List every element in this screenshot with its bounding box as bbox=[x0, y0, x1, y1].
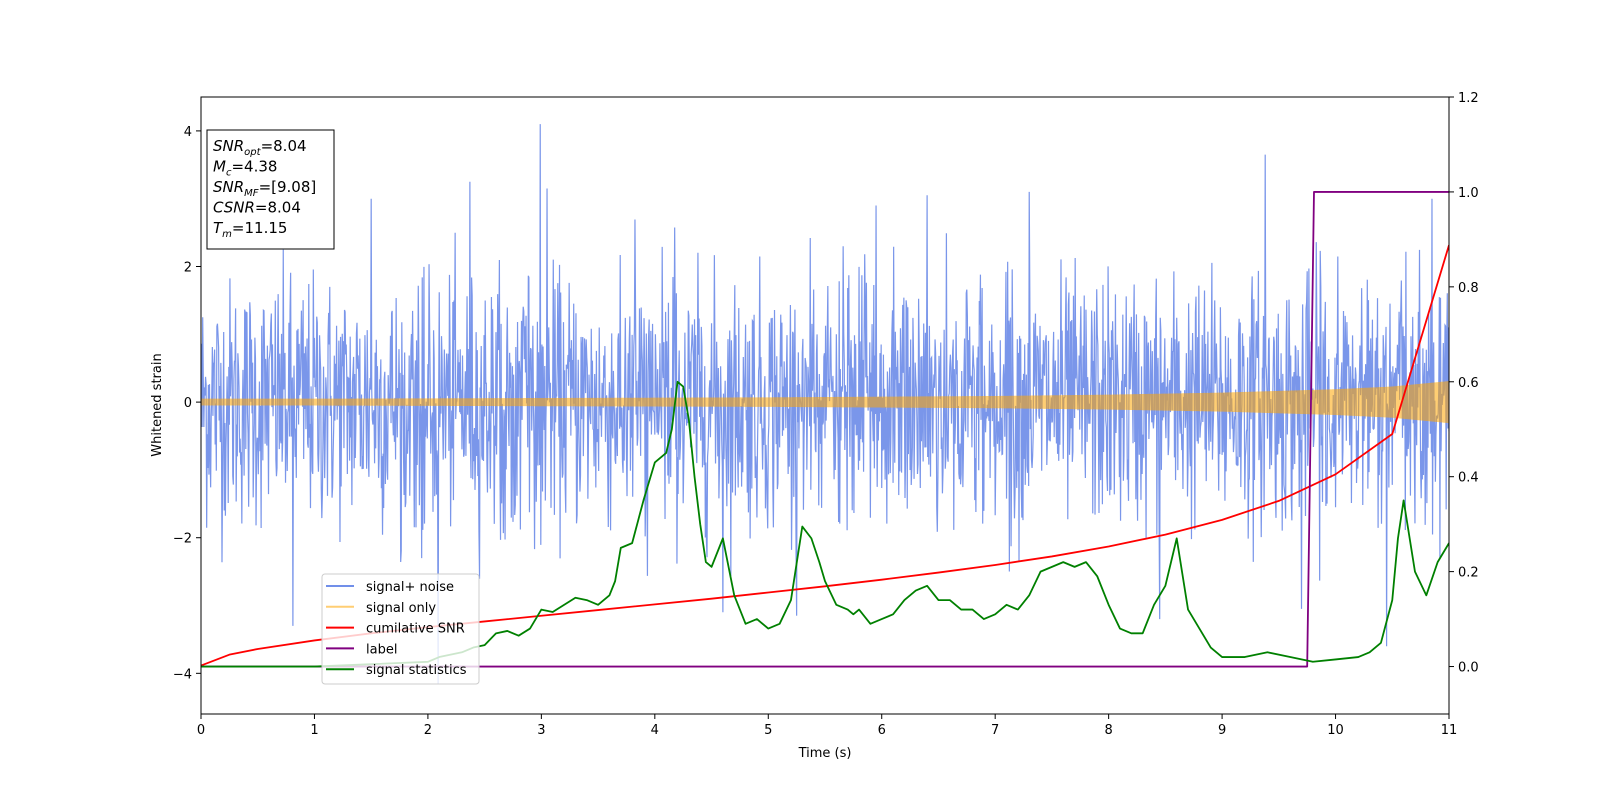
y-left-tick-label: −2 bbox=[173, 532, 192, 547]
info-line: Tm=11.15 bbox=[213, 219, 287, 240]
x-tick-label: 7 bbox=[991, 723, 999, 738]
legend-label: signal statistics bbox=[366, 663, 467, 678]
x-tick-label: 6 bbox=[878, 723, 886, 738]
y-right-tick-label: 0.4 bbox=[1458, 471, 1479, 486]
info-line: SNRopt=8.04 bbox=[213, 137, 307, 158]
axes-layer: 0 1 2 3 4 5 6 7 8 9 10 11 −4 −2 0 2 4 0.0 0.2 0.4 0.6 0.8 1.0 1… bbox=[173, 91, 1479, 738]
legend-frame bbox=[321, 573, 480, 685]
legend-label: cumilative SNR bbox=[366, 622, 465, 637]
legend-label: signal+ noise bbox=[366, 580, 454, 595]
series-signal-only bbox=[201, 381, 1449, 424]
y-right-tick-label: 1.2 bbox=[1458, 91, 1479, 106]
y-left-tick-label: 0 bbox=[184, 396, 192, 411]
x-tick-label: 0 bbox=[197, 723, 205, 738]
x-axis-label: Time (s) bbox=[798, 746, 852, 761]
y-right-tick-label: 0.8 bbox=[1458, 281, 1479, 296]
series-label bbox=[201, 191, 1449, 668]
series-signal-statistics bbox=[201, 380, 1449, 668]
info-box-frame bbox=[206, 129, 335, 250]
y-left-tick-label: 2 bbox=[184, 261, 192, 276]
x-tick-label: 9 bbox=[1218, 723, 1226, 738]
x-tick-label: 2 bbox=[424, 723, 432, 738]
legend: signal+ noise signal only cumilative SNR la… bbox=[321, 573, 480, 685]
y-left-tick-label: −4 bbox=[173, 667, 192, 682]
info-line: Mc=4.38 bbox=[213, 158, 277, 179]
y-right-tick-label: 0.6 bbox=[1458, 376, 1479, 391]
y-right-tick-label: 0.0 bbox=[1458, 661, 1479, 676]
x-tick-label: 3 bbox=[537, 723, 545, 738]
legend-label: label bbox=[366, 642, 397, 657]
series-signal-noise bbox=[201, 124, 1449, 684]
legend-label: signal only bbox=[366, 601, 436, 616]
x-tick-label: 11 bbox=[1441, 723, 1458, 738]
x-tick-label: 8 bbox=[1104, 723, 1112, 738]
info-line: CSNR=8.04 bbox=[213, 199, 301, 217]
info-line: SNRMF=[9.08] bbox=[213, 178, 316, 199]
x-tick-label: 5 bbox=[764, 723, 772, 738]
x-tick-label: 10 bbox=[1327, 723, 1344, 738]
y-axis-label: Whitened strain bbox=[150, 353, 165, 456]
y-right-tick-label: 1.0 bbox=[1458, 186, 1479, 201]
plot-frame bbox=[200, 96, 1450, 715]
x-tick-label: 4 bbox=[651, 723, 659, 738]
x-tick-label: 1 bbox=[310, 723, 318, 738]
y-left-tick-label: 4 bbox=[184, 125, 192, 140]
y-right-tick-label: 0.2 bbox=[1458, 566, 1479, 581]
